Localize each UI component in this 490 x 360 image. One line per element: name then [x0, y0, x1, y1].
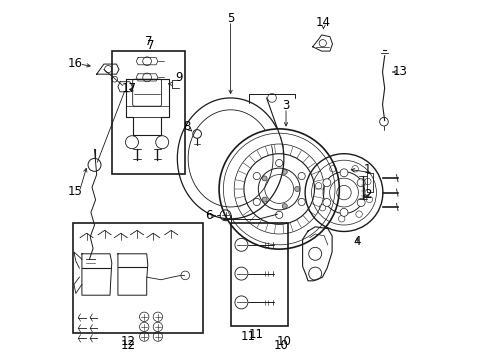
Circle shape	[323, 179, 331, 187]
Text: 3: 3	[282, 99, 290, 112]
Circle shape	[340, 208, 348, 216]
Circle shape	[262, 176, 267, 181]
Bar	[231, 223, 288, 326]
Text: 8: 8	[183, 120, 191, 132]
Bar	[112, 51, 185, 174]
Circle shape	[282, 169, 287, 174]
Text: 12: 12	[121, 335, 136, 348]
Text: 17: 17	[122, 82, 137, 95]
Text: 10: 10	[277, 335, 292, 348]
Text: 9: 9	[176, 71, 183, 84]
Text: 4: 4	[354, 235, 361, 248]
Text: 7: 7	[147, 39, 154, 51]
Bar	[73, 223, 202, 333]
Text: 14: 14	[316, 16, 331, 29]
Circle shape	[282, 204, 287, 209]
Text: 11: 11	[241, 330, 255, 343]
Circle shape	[340, 169, 348, 177]
Text: 15: 15	[68, 185, 82, 198]
Circle shape	[357, 179, 365, 187]
Text: 2: 2	[364, 188, 371, 201]
Text: 7: 7	[145, 35, 152, 48]
Circle shape	[294, 186, 300, 192]
Text: 16: 16	[68, 57, 83, 69]
Text: 11: 11	[248, 328, 263, 341]
Text: 6: 6	[205, 209, 213, 222]
Text: 5: 5	[227, 12, 234, 24]
Circle shape	[323, 199, 331, 207]
Circle shape	[262, 197, 267, 202]
Circle shape	[357, 199, 365, 207]
Text: 1: 1	[364, 163, 371, 176]
Text: 12: 12	[121, 339, 136, 352]
Text: 13: 13	[393, 65, 408, 78]
Text: 10: 10	[273, 339, 289, 352]
